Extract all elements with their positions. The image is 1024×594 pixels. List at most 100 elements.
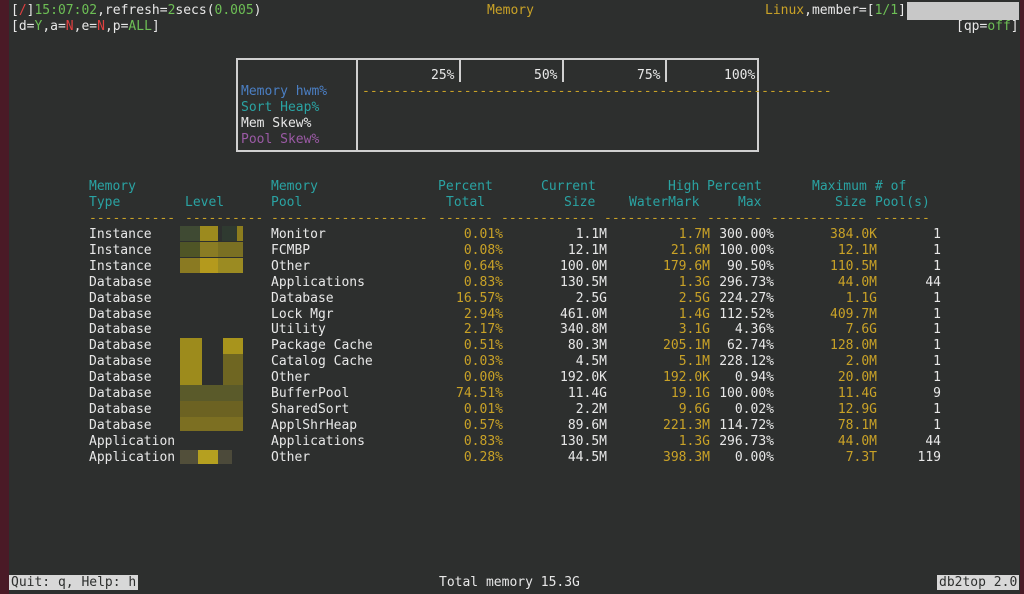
cell-current-size: 130.5M	[560, 274, 607, 290]
memory-gauge-box: 25% 50% 75% 100% -----------------------…	[236, 58, 832, 152]
level-block	[180, 450, 198, 464]
cell-current-size: 100.0M	[560, 258, 607, 274]
separator-maximum-size: ------------	[771, 211, 865, 226]
header-memory-type-1: Memory	[89, 179, 136, 194]
level-block	[198, 450, 218, 464]
gauge-legend-pool-skew: Pool Skew%	[241, 132, 320, 147]
header-current-size-1: Current	[541, 179, 596, 194]
level-block	[237, 226, 243, 241]
cell-num-pools: 119	[917, 449, 941, 465]
cell-high-watermark: 179.6M	[663, 258, 710, 274]
separator-percent-total: -------	[438, 211, 493, 226]
cell-memory-type: Database	[89, 322, 152, 338]
level-block	[200, 258, 218, 273]
member-info: Linux,member=[1/1]	[765, 3, 906, 18]
cell-percent-total: 0.28%	[463, 449, 503, 465]
header-percent-max-2: Max	[738, 195, 762, 210]
app-version: db2top 2.0	[937, 575, 1020, 590]
cell-current-size: 130.5M	[560, 433, 607, 449]
terminal-window[interactable]: [/]15:07:02,refresh=2secs(0.005) Memory …	[9, 0, 1020, 594]
cell-num-pools: 1	[933, 306, 941, 322]
cell-current-size: 11.4G	[567, 386, 607, 401]
cell-memory-pool: Other	[271, 449, 311, 465]
cell-memory-pool: Catalog Cache	[271, 354, 373, 370]
separator-percent-max: -------	[707, 211, 762, 226]
status-line: [/]15:07:02,refresh=2secs(0.005)	[11, 3, 262, 18]
cell-num-pools: 1	[933, 290, 941, 306]
table-row: Database Catalog Cache 0.03% 4.5M 5.1M 228.12…	[9, 354, 1020, 370]
cell-memory-pool: Other	[271, 258, 311, 274]
cell-high-watermark: 5.1M	[678, 354, 710, 370]
level-block	[180, 226, 200, 241]
table-row: Application Other 0.28% 44.5M 398.3M 0.00% 7.3…	[9, 450, 1020, 466]
cell-percent-total: 2.17%	[463, 322, 503, 338]
header-memory-type-2: Type	[89, 195, 121, 210]
gauge-tick-label-25: 25%	[431, 68, 455, 83]
table-row: Database SharedSort 0.01% 2.2M 9.6G 0.02% 12.9…	[9, 402, 1020, 418]
cell-num-pools: 1	[933, 417, 941, 433]
cell-maximum-size: 44.0M	[837, 433, 877, 449]
cell-maximum-size: 12.1M	[837, 242, 877, 258]
level-block	[200, 226, 218, 241]
cell-percent-max: 4.36%	[734, 322, 774, 338]
gauge-tick-label-75: 75%	[637, 68, 661, 83]
cell-percent-total: 74.51%	[456, 386, 503, 401]
cell-maximum-size: 1.1G	[845, 290, 877, 306]
cell-current-size: 12.1M	[567, 242, 607, 258]
header-current-size-2: Size	[564, 195, 596, 210]
total-memory: Total memory 15.3G	[439, 575, 580, 590]
cell-num-pools: 1	[933, 242, 941, 258]
cell-memory-type: Database	[89, 354, 152, 370]
cell-percent-total: 2.94%	[463, 306, 503, 322]
cell-high-watermark: 21.6M	[670, 242, 710, 258]
level-block	[180, 242, 200, 257]
cell-memory-type: Application	[89, 449, 176, 465]
table-row: Application Applications 0.83% 130.5M 1.3G 29…	[9, 434, 1020, 450]
cell-high-watermark: 398.3M	[663, 449, 710, 465]
level-block	[222, 226, 237, 241]
cell-high-watermark: 221.3M	[663, 417, 710, 433]
level-block	[180, 338, 202, 385]
cell-high-watermark: 2.5G	[678, 290, 710, 306]
gauge-tick-75	[665, 60, 667, 82]
cell-maximum-size: 78.1M	[837, 417, 877, 433]
cell-percent-total: 0.08%	[463, 242, 503, 258]
cell-memory-type: Database	[89, 401, 152, 417]
cell-num-pools: 1	[933, 322, 941, 338]
cell-high-watermark: 9.6G	[678, 401, 710, 417]
level-block	[200, 242, 218, 257]
cell-maximum-size: 12.9G	[837, 401, 877, 417]
table-row: Instance Monitor 0.01% 1.1M 1.7M 300.00% 384.0…	[9, 227, 1020, 243]
cell-high-watermark: 1.7M	[678, 227, 710, 242]
gauge-scale-dashes: ----------------------------------------…	[362, 84, 832, 99]
separator-high-watermark: ------------	[604, 211, 698, 226]
level-block	[180, 401, 243, 417]
gauge-tick-label-50: 50%	[534, 68, 558, 83]
cell-high-watermark: 205.1M	[663, 338, 710, 354]
gauge-divider	[356, 60, 358, 150]
level-block	[218, 242, 243, 257]
cell-num-pools: 9	[933, 386, 941, 401]
cell-memory-pool: Applications	[271, 274, 365, 290]
cell-memory-pool: Package Cache	[271, 338, 373, 354]
redacted-hostname	[907, 2, 1019, 20]
options-line: [d=Y,a=N,e=N,p=ALL]	[11, 19, 160, 34]
cell-memory-pool: Monitor	[271, 227, 326, 242]
gauge-legend-sort-heap: Sort Heap%	[241, 100, 320, 115]
cell-percent-max: 228.12%	[719, 354, 774, 370]
cell-current-size: 4.5M	[575, 354, 607, 370]
separator-num-pools: -------	[875, 211, 930, 226]
table-row: Database Package Cache 0.51% 80.3M 205.1M 62.…	[9, 338, 1020, 354]
cell-num-pools: 44	[925, 274, 941, 290]
level-block	[180, 258, 200, 273]
gauge-legend-memory-hwm: Memory hwm%	[241, 84, 328, 99]
table-row: Instance FCMBP 0.08% 12.1M 21.6M 100.00% 12.1M…	[9, 243, 1020, 259]
table-row: Database Database 16.57% 2.5G 2.5G 224.27% 1.1…	[9, 291, 1020, 307]
cell-memory-pool: BufferPool	[271, 386, 350, 401]
cell-maximum-size: 44.0M	[837, 274, 877, 290]
cell-num-pools: 44	[925, 433, 941, 449]
cell-percent-total: 0.57%	[463, 417, 503, 433]
cell-high-watermark: 19.1G	[670, 386, 710, 401]
header-percent-total-1: Percent	[438, 179, 493, 194]
gauge-tick-25	[459, 60, 461, 82]
